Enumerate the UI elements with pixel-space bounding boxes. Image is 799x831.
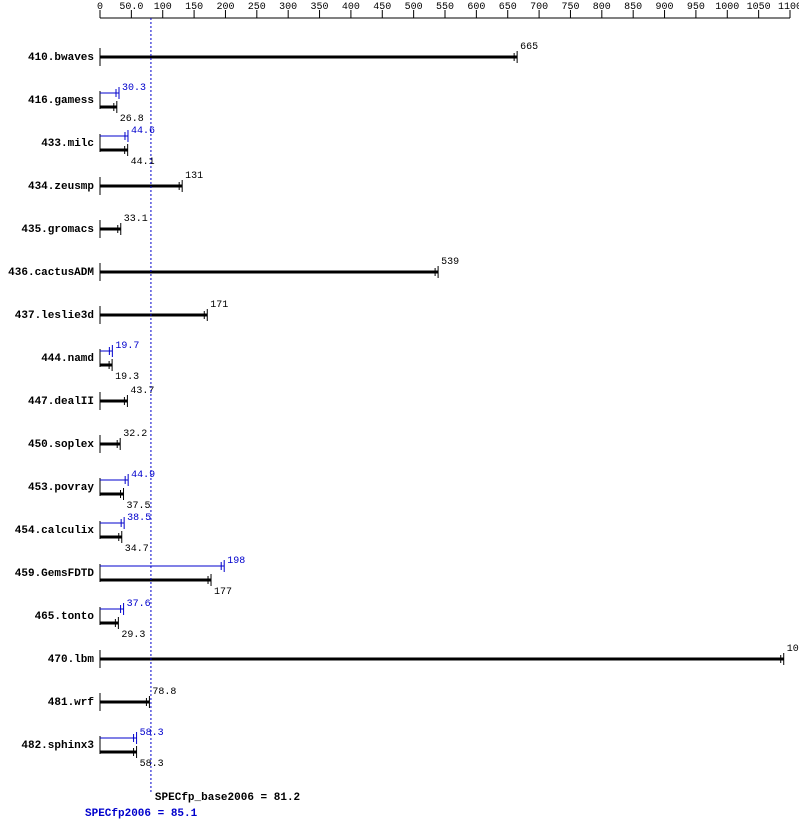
x-tick-label: 0 xyxy=(97,2,103,13)
x-tick-label: 1050 xyxy=(747,2,771,13)
base-value-label: 19.3 xyxy=(115,372,139,383)
base-value-label: 177 xyxy=(214,587,232,598)
x-tick-label: 950 xyxy=(687,2,705,13)
base-value-label: 131 xyxy=(185,171,203,182)
x-tick-label: 700 xyxy=(530,2,548,13)
x-tick-label: 300 xyxy=(279,2,297,13)
peak-value-label: 58.3 xyxy=(140,728,164,739)
benchmark-label: 465.tonto xyxy=(35,611,95,623)
base-score-label: SPECfp_base2006 = 81.2 xyxy=(155,792,300,804)
peak-value-label: 37.6 xyxy=(127,599,151,610)
x-tick-label: 100 xyxy=(154,2,172,13)
x-tick-label: 350 xyxy=(311,2,329,13)
benchmark-label: 454.calculix xyxy=(15,525,95,537)
benchmark-label: 447.dealII xyxy=(28,396,94,408)
benchmark-label: 482.sphinx3 xyxy=(21,740,94,752)
base-value-label: 78.8 xyxy=(152,687,176,698)
benchmark-chart: 0 50.0 100 150 200 250 300 350 400 450 500 550 600 65… xyxy=(0,0,799,831)
x-tick-label: 800 xyxy=(593,2,611,13)
peak-score-label: SPECfp2006 = 85.1 xyxy=(85,808,198,820)
base-value-label: 26.8 xyxy=(120,114,144,125)
peak-value-label: 19.7 xyxy=(115,341,139,352)
benchmark-label: 434.zeusmp xyxy=(28,181,94,193)
base-value-label: 33.1 xyxy=(124,214,148,225)
x-tick-label: 500 xyxy=(405,2,423,13)
peak-value-label: 30.3 xyxy=(122,83,146,94)
benchmark-label: 437.leslie3d xyxy=(15,310,94,322)
peak-value-label: 38.5 xyxy=(127,513,151,524)
x-tick-label: 50.0 xyxy=(119,2,143,13)
x-tick-label: 200 xyxy=(216,2,234,13)
benchmark-label: 453.povray xyxy=(28,482,94,494)
base-value-label: 58.3 xyxy=(140,759,164,770)
base-value-label: 37.5 xyxy=(127,501,151,512)
x-tick-label: 400 xyxy=(342,2,360,13)
x-tick-label: 750 xyxy=(561,2,579,13)
x-tick-label: 250 xyxy=(248,2,266,13)
benchmark-label: 444.namd xyxy=(41,353,94,365)
x-tick-label: 1000 xyxy=(715,2,739,13)
x-tick-label: 1100 xyxy=(778,2,799,13)
base-value-label: 171 xyxy=(210,300,228,311)
x-tick-label: 600 xyxy=(467,2,485,13)
x-tick-label: 450 xyxy=(373,2,391,13)
benchmark-label: 470.lbm xyxy=(48,654,95,666)
benchmark-label: 481.wrf xyxy=(48,697,95,709)
benchmark-label: 410.bwaves xyxy=(28,52,94,64)
benchmark-label: 435.gromacs xyxy=(21,224,94,236)
peak-value-label: 198 xyxy=(227,556,245,567)
benchmark-label: 450.soplex xyxy=(28,439,94,451)
benchmark-label: 416.gamess xyxy=(28,95,94,107)
x-tick-label: 150 xyxy=(185,2,203,13)
benchmark-label: 433.milc xyxy=(41,138,94,150)
base-value-label: 34.7 xyxy=(125,544,149,555)
base-value-label: 1090 xyxy=(787,644,799,655)
base-value-label: 32.2 xyxy=(123,429,147,440)
base-value-label: 665 xyxy=(520,42,538,53)
benchmark-label: 436.cactusADM xyxy=(8,267,94,279)
x-tick-label: 650 xyxy=(499,2,517,13)
x-tick-label: 550 xyxy=(436,2,454,13)
peak-value-label: 44.9 xyxy=(131,470,155,481)
x-tick-label: 900 xyxy=(656,2,674,13)
benchmark-label: 459.GemsFDTD xyxy=(15,568,95,580)
base-value-label: 539 xyxy=(441,257,459,268)
base-value-label: 29.3 xyxy=(121,630,145,641)
x-tick-label: 850 xyxy=(624,2,642,13)
